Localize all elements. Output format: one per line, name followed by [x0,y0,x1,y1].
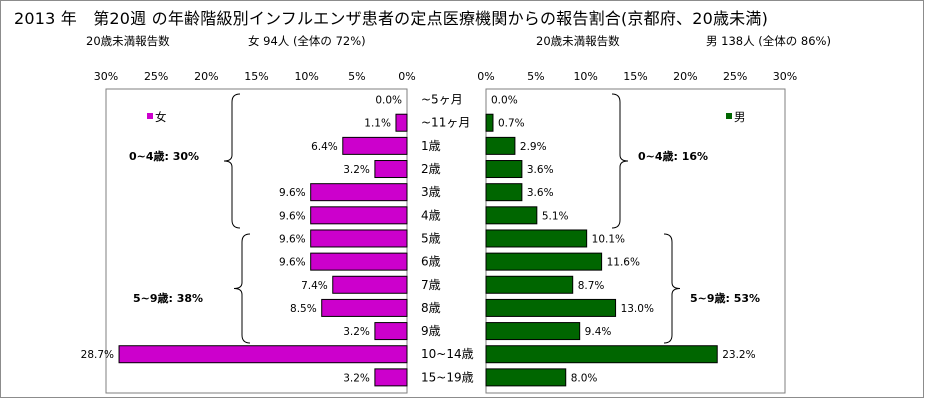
male-brace-0-4 [611,93,629,229]
male-bar [485,160,523,179]
category-label: 3歳 [421,185,441,199]
category-label: 4歳 [421,208,441,222]
male-annotation: 5~9歳: 53% [690,291,760,305]
right-axis-tick-label: 20% [673,70,697,83]
male-annotation: 0~4歳: 16% [638,149,708,163]
left-axis-tick-label: 10% [294,70,318,83]
female-bar-label: 3.2% [343,372,370,384]
male-bar-label: 10.1% [592,233,625,245]
female-bar [310,206,408,225]
category-label: 2歳 [421,162,441,176]
female-bar [321,298,408,317]
left-axis-tick-label: 30% [94,70,118,83]
male-bar-label: 5.1% [542,210,569,222]
male-legend-swatch [726,113,732,119]
female-bar-label: 9.6% [279,233,306,245]
right-count-label: 20歳未満報告数 [536,34,620,48]
category-label: ~5ヶ月 [421,93,463,107]
right-axis-tick-label: 15% [623,70,647,83]
left-axis-tick-label: 15% [244,70,268,83]
female-bar-label: 1.1% [364,118,391,130]
category-label: 8歳 [421,301,441,315]
female-bar [118,345,408,364]
female-bar-label: 8.5% [290,303,317,315]
category-label: 9歳 [421,324,441,338]
female-legend-label: 女 [155,110,167,124]
left-axis-tick-label: 25% [144,70,168,83]
male-bar [485,113,494,132]
category-label: 6歳 [421,255,441,269]
male-bar [485,183,523,202]
right-axis-tick-label: 25% [723,70,747,83]
male-bar [485,136,516,155]
male-bar [485,298,617,317]
category-label: 1歳 [421,139,441,153]
right-axis-tick-label: 30% [773,70,797,83]
chart-title: 2013 年 第20週 の年齢階級別インフルエンザ患者の定点医療機関からの報告割… [14,9,769,28]
female-bar-label: 3.2% [343,164,370,176]
female-bar [310,183,408,202]
male-bar [485,275,574,294]
male-bar [485,252,603,271]
category-label: ~11ヶ月 [421,116,470,130]
right-count-value: 男 138人 (全体の 86%) [706,34,831,48]
male-bar-label: 8.7% [578,280,605,292]
female-bar-label: 3.2% [343,326,370,338]
left-axis-tick-label: 5% [348,70,365,83]
male-bar-label: 2.9% [520,141,547,153]
female-brace-0-4 [223,93,241,229]
female-annotation: 5~9歳: 38% [133,291,203,305]
female-bar [310,229,408,248]
male-bar-label: 0.7% [498,118,525,130]
female-bar-label: 9.6% [279,210,306,222]
female-bar-label: 6.4% [311,141,338,153]
male-bar [485,368,567,387]
female-brace-5-9 [233,233,251,344]
left-count-label: 20歳未満報告数 [86,34,170,48]
male-bar-label: 3.6% [527,187,554,199]
category-label: 5歳 [421,231,441,245]
female-bar [374,368,408,387]
male-bar [485,345,718,364]
female-legend-swatch [147,113,153,119]
female-annotation: 0~4歳: 30% [129,149,199,163]
left-axis-tick-label: 20% [194,70,218,83]
male-legend-label: 男 [734,110,746,124]
male-bar-label: 11.6% [607,257,640,269]
male-bar-label: 13.0% [621,303,654,315]
female-bar [374,160,408,179]
right-axis-tick-label: 10% [573,70,597,83]
female-bar-label: 28.7% [81,349,114,361]
female-bar-label: 0.0% [375,95,402,107]
female-bar-label: 9.6% [279,187,306,199]
female-bar-label: 7.4% [301,280,328,292]
male-bar-label: 8.0% [571,372,598,384]
male-bar-label: 23.2% [722,349,755,361]
category-label: 10~14歳 [421,347,474,361]
male-bar-label: 3.6% [527,164,554,176]
left-axis-tick-label: 0% [398,70,415,83]
female-bar [342,136,408,155]
female-bar [395,113,408,132]
female-bar [374,322,408,341]
left-count-value: 女 94人 (全体の 72%) [248,34,366,48]
male-bar-label: 0.0% [491,95,518,107]
female-bar [310,252,408,271]
female-bar-label: 9.6% [279,257,306,269]
right-axis-tick-label: 0% [477,70,494,83]
right-axis-tick-label: 5% [527,70,544,83]
male-bar [485,229,588,248]
male-bar [485,322,581,341]
category-label: 15~19歳 [421,370,474,384]
male-brace-5-9 [663,233,681,344]
category-label: 7歳 [421,278,441,292]
female-bar [332,275,408,294]
male-bar-label: 9.4% [585,326,612,338]
male-bar [485,206,538,225]
